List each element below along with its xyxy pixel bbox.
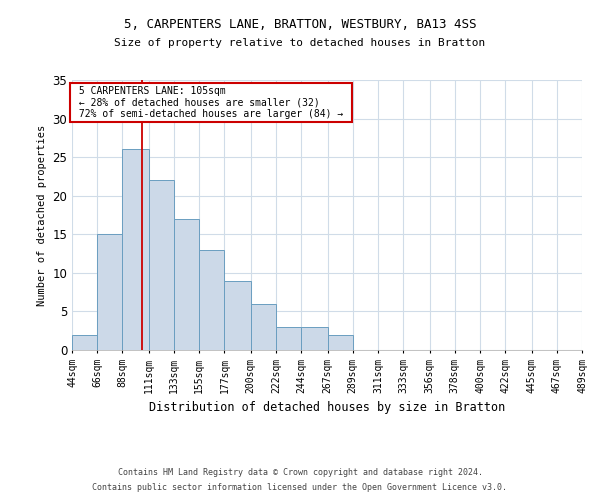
Text: Contains public sector information licensed under the Open Government Licence v3: Contains public sector information licen… xyxy=(92,483,508,492)
Text: 5, CARPENTERS LANE, BRATTON, WESTBURY, BA13 4SS: 5, CARPENTERS LANE, BRATTON, WESTBURY, B… xyxy=(124,18,476,30)
Bar xyxy=(199,250,224,350)
Bar xyxy=(72,334,97,350)
Bar xyxy=(328,334,353,350)
Text: Contains HM Land Registry data © Crown copyright and database right 2024.: Contains HM Land Registry data © Crown c… xyxy=(118,468,482,477)
X-axis label: Distribution of detached houses by size in Bratton: Distribution of detached houses by size … xyxy=(149,401,505,414)
Bar xyxy=(301,327,328,350)
Bar xyxy=(276,327,301,350)
Bar xyxy=(251,304,276,350)
Text: 5 CARPENTERS LANE: 105sqm 
 ← 28% of detached houses are smaller (32) 
 72% of s: 5 CARPENTERS LANE: 105sqm ← 28% of detac… xyxy=(73,86,349,120)
Bar xyxy=(97,234,122,350)
Bar xyxy=(122,150,149,350)
Y-axis label: Number of detached properties: Number of detached properties xyxy=(37,124,47,306)
Text: Size of property relative to detached houses in Bratton: Size of property relative to detached ho… xyxy=(115,38,485,48)
Bar xyxy=(224,280,251,350)
Bar xyxy=(149,180,174,350)
Bar xyxy=(174,219,199,350)
